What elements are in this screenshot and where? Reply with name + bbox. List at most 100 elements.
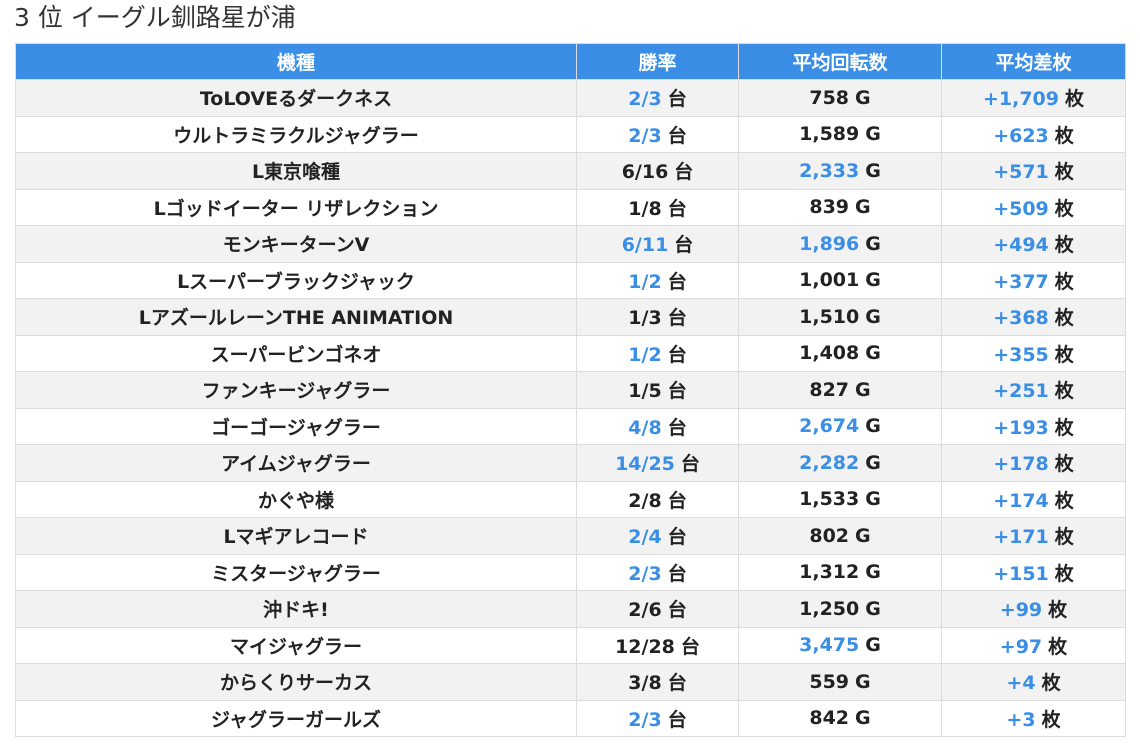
win-rate-cell: 2/6 台 [576,590,739,628]
win-rate-cell: 2/3 台 [576,553,739,591]
win-rate-value: 14/25 [615,453,675,476]
header-avg-spins: 平均回転数 [738,43,942,80]
avg-spins-cell: 1,312 G [738,553,942,591]
avg-diff-unit: 枚 [1048,635,1068,658]
avg-spins-value: 802 [809,524,850,547]
avg-spins-cell: 839 G [738,188,942,226]
table-row: からくりサーカス 3/8 台 559 G +4 枚 [15,663,1126,701]
win-rate-unit: 台 [674,234,694,257]
win-rate-cell: 2/3 台 [576,699,739,737]
win-rate-value: 4/8 [628,416,662,439]
avg-diff-unit: 枚 [1054,380,1074,403]
avg-spins-cell: 1,250 G [738,590,942,628]
avg-diff-value: +178 [993,453,1049,476]
table-row: LアズールレーンTHE ANIMATION 1/3 台 1,510 G +368 枚 [15,298,1126,336]
machine-name: 沖ドキ! [15,590,577,628]
avg-spins-unit: G [865,269,881,292]
machine-name: Lマギアレコード [15,517,577,555]
header-avg-diff: 平均差枚 [941,43,1126,80]
win-rate-value: 1/3 [628,307,662,330]
win-rate-unit: 台 [667,270,687,293]
win-rate-cell: 2/8 台 [576,480,739,518]
win-rate-unit: 台 [667,343,687,366]
avg-diff-cell: +571 枚 [941,152,1126,190]
table-row: Lマギアレコード 2/4 台 802 G +171 枚 [15,517,1126,555]
avg-diff-cell: +251 枚 [941,371,1126,409]
avg-diff-value: +193 [993,416,1049,439]
avg-spins-cell: 1,589 G [738,115,942,153]
table-row: ToLOVEるダークネス 2/3 台 758 G +1,709 枚 [15,79,1126,117]
win-rate-value: 1/2 [628,270,662,293]
win-rate-unit: 台 [674,161,694,184]
header-machine: 機種 [15,43,577,80]
avg-diff-cell: +355 枚 [941,334,1126,372]
table-row: L東京喰種 6/16 台 2,333 G +571 枚 [15,152,1126,190]
win-rate-unit: 台 [667,124,687,147]
machine-name: からくりサーカス [15,663,577,701]
avg-spins-cell: 1,001 G [738,261,942,299]
avg-spins-cell: 3,475 G [738,626,942,664]
machine-name: スーパービンゴネオ [15,334,577,372]
avg-spins-value: 1,533 [799,488,860,511]
avg-diff-value: +368 [993,307,1049,330]
avg-spins-unit: G [855,378,871,401]
avg-diff-value: +171 [993,526,1049,549]
win-rate-value: 2/3 [628,708,662,731]
win-rate-unit: 台 [667,526,687,549]
avg-spins-unit: G [865,634,881,657]
avg-spins-value: 2,333 [799,159,860,182]
win-rate-unit: 台 [667,708,687,731]
table-header-row: 機種 勝率 平均回転数 平均差枚 [15,43,1126,80]
win-rate-unit: 台 [667,88,687,111]
avg-spins-cell: 842 G [738,699,942,737]
avg-spins-cell: 1,510 G [738,298,942,336]
win-rate-cell: 6/11 台 [576,225,739,263]
table-row: Lスーパーブラックジャック 1/2 台 1,001 G +377 枚 [15,261,1126,299]
avg-spins-cell: 1,896 G [738,225,942,263]
win-rate-cell: 1/3 台 [576,298,739,336]
machine-name: モンキーターンV [15,225,577,263]
avg-diff-unit: 枚 [1054,562,1074,585]
avg-diff-value: +1,709 [982,88,1059,111]
avg-spins-cell: 802 G [738,517,942,555]
avg-diff-cell: +509 枚 [941,188,1126,226]
machine-ranking-table: 機種 勝率 平均回転数 平均差枚 ToLOVEるダークネス 2/3 台 758 G +1,… [15,43,1126,737]
avg-spins-unit: G [865,561,881,584]
avg-diff-value: +97 [999,635,1043,658]
avg-spins-unit: G [865,159,881,182]
win-rate-cell: 4/8 台 [576,407,739,445]
win-rate-cell: 1/2 台 [576,334,739,372]
avg-spins-cell: 2,333 G [738,152,942,190]
win-rate-unit: 台 [680,635,700,658]
avg-spins-unit: G [865,488,881,511]
avg-diff-value: +3 [1006,708,1036,731]
win-rate-value: 2/3 [628,562,662,585]
avg-spins-unit: G [855,670,871,693]
table-row: モンキーターンV 6/11 台 1,896 G +494 枚 [15,225,1126,263]
avg-diff-value: +623 [993,124,1049,147]
win-rate-unit: 台 [667,416,687,439]
avg-diff-cell: +4 枚 [941,663,1126,701]
table-row: ミスタージャグラー 2/3 台 1,312 G +151 枚 [15,553,1126,591]
machine-name: ファンキージャグラー [15,371,577,409]
avg-diff-cell: +97 枚 [941,626,1126,664]
avg-diff-value: +251 [993,380,1049,403]
win-rate-unit: 台 [680,453,700,476]
table-row: かぐや様 2/8 台 1,533 G +174 枚 [15,480,1126,518]
avg-diff-cell: +3 枚 [941,699,1126,737]
avg-diff-value: +571 [993,161,1049,184]
machine-name: ミスタージャグラー [15,553,577,591]
table-row: ジャグラーガールズ 2/3 台 842 G +3 枚 [15,699,1126,737]
table-row: ゴーゴージャグラー 4/8 台 2,674 G +193 枚 [15,407,1126,445]
avg-spins-value: 758 [809,86,850,109]
table-row: アイムジャグラー 14/25 台 2,282 G +178 枚 [15,444,1126,482]
avg-diff-cell: +178 枚 [941,444,1126,482]
win-rate-cell: 14/25 台 [576,444,739,482]
win-rate-unit: 台 [667,672,687,695]
avg-spins-value: 1,589 [799,123,860,146]
avg-diff-value: +174 [993,489,1049,512]
avg-spins-unit: G [865,123,881,146]
avg-diff-cell: +99 枚 [941,590,1126,628]
avg-spins-value: 1,001 [799,269,860,292]
avg-spins-cell: 2,282 G [738,444,942,482]
